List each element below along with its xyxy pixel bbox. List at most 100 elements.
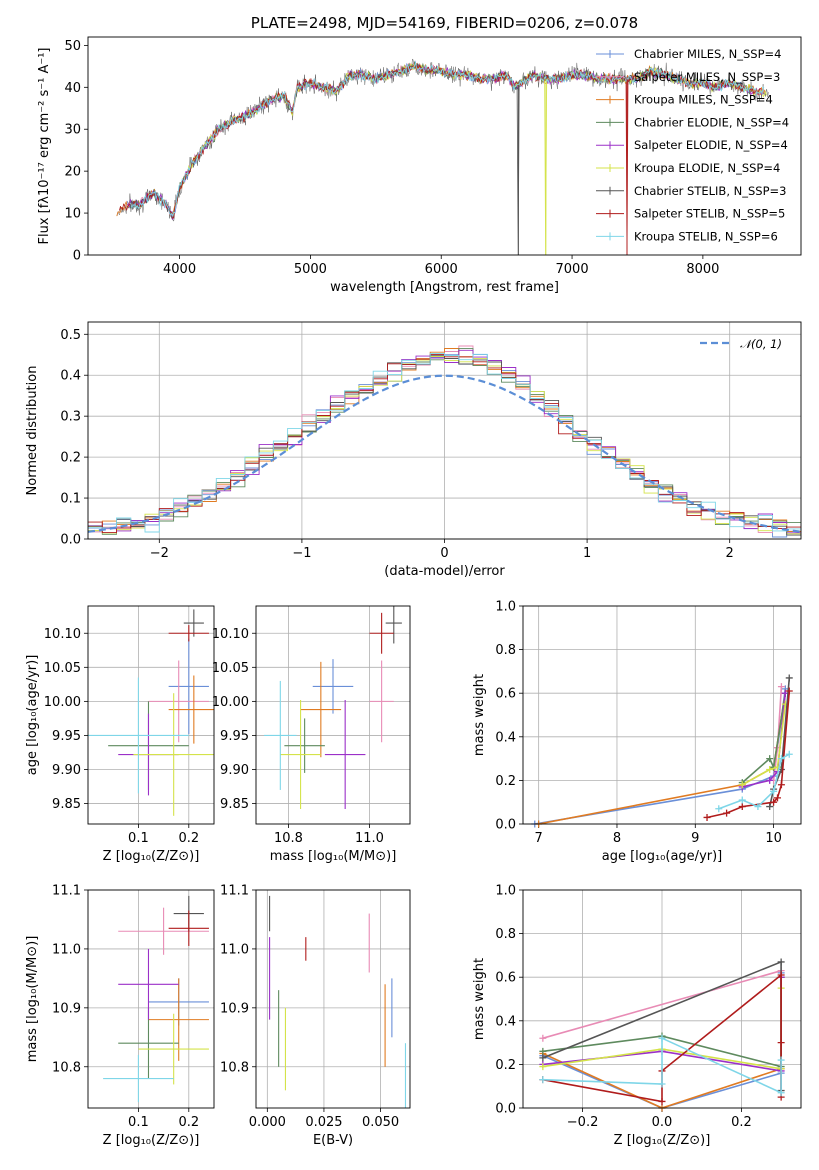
residual-hist-xlabel: (data-model)/error bbox=[384, 564, 505, 579]
age-vs-mass-xtick-label: 10.8 bbox=[274, 831, 303, 846]
age-vs-Z-grid bbox=[88, 606, 214, 824]
legend-label: Kroupa ELODIE, N_SSP=4 bbox=[634, 161, 780, 175]
spectrum-ylabel: Flux [fλ10⁻¹⁷ erg cm⁻² s⁻¹ A⁻¹] bbox=[37, 48, 52, 245]
age-vs-mass-ytick-label: 10.10 bbox=[212, 627, 249, 642]
mass-weight-marker bbox=[539, 1054, 547, 1062]
age-vs-Z-ytick-label: 9.85 bbox=[52, 797, 81, 812]
age-vs-Z-ytick-label: 9.90 bbox=[52, 763, 81, 778]
legend-label: Kroupa STELIB, N_SSP=6 bbox=[634, 229, 778, 243]
mass-weight-marker bbox=[777, 971, 785, 979]
mass-weight-vs-age-ytick-label: 0.0 bbox=[495, 818, 516, 833]
mass-vs-Z-xtick-label: 0.1 bbox=[128, 1115, 149, 1130]
mass-vs-EBV-xtick-label: 0.000 bbox=[249, 1115, 286, 1130]
legend-label: Salpeter STELIB, N_SSP=5 bbox=[634, 207, 785, 221]
mass-weight-marker bbox=[738, 796, 746, 804]
spectrum-ytick-label: 10 bbox=[64, 207, 81, 222]
residual-hist-ytick-label: 0.5 bbox=[60, 328, 81, 343]
mass-weight-marker bbox=[738, 781, 746, 789]
residual-hist-xtick-label: 0 bbox=[440, 546, 448, 561]
residual-histogram-step bbox=[88, 348, 801, 532]
age-vs-Z-ytick-label: 10.00 bbox=[44, 695, 81, 710]
mass-vs-Z-ytick-label: 11.1 bbox=[52, 884, 81, 899]
gaussian-reference-line bbox=[88, 374, 801, 533]
residual-histogram-step bbox=[88, 353, 801, 533]
age-vs-mass-xtick-label: 11.0 bbox=[355, 831, 384, 846]
residual-histogram-step bbox=[88, 345, 801, 533]
spectrum-xtick-label: 4000 bbox=[163, 262, 196, 277]
residual-hist-ytick-label: 0.3 bbox=[60, 410, 81, 425]
mass-weight-marker bbox=[770, 787, 778, 795]
age-vs-mass-ytick-label: 10.00 bbox=[212, 695, 249, 710]
residual-hist-ylabel: Normed distribution bbox=[25, 366, 40, 496]
residual-hist-xtick-label: 1 bbox=[583, 546, 591, 561]
spectrum-title: PLATE=2498, MJD=54169, FIBERID=0206, z=0… bbox=[251, 14, 638, 32]
mass-weight-marker bbox=[754, 803, 762, 811]
mass-weight-marker bbox=[777, 1089, 785, 1097]
mass-weight-marker bbox=[777, 781, 785, 789]
age-vs-Z-ytick-label: 10.05 bbox=[44, 661, 81, 676]
mass-weight-vs-age-xtick-label: 10 bbox=[765, 831, 782, 846]
spectrum-xtick-label: 5000 bbox=[294, 262, 327, 277]
mass-weight-vs-Z-ytick-label: 1.0 bbox=[495, 884, 516, 899]
residual-hist-ytick-label: 0.0 bbox=[60, 533, 81, 548]
legend-label: Salpeter ELODIE, N_SSP=4 bbox=[634, 138, 788, 152]
mass-weight-marker bbox=[777, 1039, 785, 1047]
mass-weight-marker bbox=[658, 1097, 666, 1105]
mass-weight-marker bbox=[539, 1034, 547, 1042]
mass-weight-marker bbox=[785, 687, 793, 695]
mass-weight-vs-age-xlabel: age [log₁₀(age/yr)] bbox=[602, 849, 723, 864]
residual-hist-xtick-label: 2 bbox=[726, 546, 734, 561]
mass-vs-Z-ylabel: mass [log₁₀(M/M⊙)] bbox=[25, 936, 40, 1063]
mass-weight-vs-Z-ytick-label: 0.0 bbox=[495, 1102, 516, 1117]
mass-weight-marker bbox=[539, 1063, 547, 1071]
age-vs-mass-ytick-label: 9.95 bbox=[220, 729, 249, 744]
mass-weight-vs-age-xtick-label: 8 bbox=[613, 831, 621, 846]
age-vs-Z-ytick-label: 10.10 bbox=[44, 627, 81, 642]
mass-weight-vs-Z-xtick-label: −0.2 bbox=[567, 1115, 599, 1130]
mass-vs-Z-frame bbox=[87, 889, 215, 1109]
mass-weight-marker bbox=[766, 803, 774, 811]
mass-weight-marker bbox=[723, 809, 731, 817]
mass-weight-marker bbox=[777, 755, 785, 763]
mass-weight-vs-age-grid bbox=[523, 605, 801, 825]
residual-hist-xtick-label: −1 bbox=[292, 546, 311, 561]
mass-weight-marker bbox=[658, 1080, 666, 1088]
mass-weight-series-line bbox=[718, 753, 790, 810]
mass-vs-EBV-xtick-label: 0.025 bbox=[305, 1115, 342, 1130]
spectrum-ytick-label: 30 bbox=[64, 123, 81, 138]
mass-weight-marker bbox=[774, 794, 782, 802]
age-vs-mass-grid bbox=[256, 606, 410, 824]
mass-weight-series-line bbox=[538, 693, 787, 824]
age-vs-mass-frame bbox=[255, 605, 411, 825]
mass-weight-marker bbox=[539, 1076, 547, 1084]
mass-weight-series-line bbox=[741, 693, 787, 784]
residual-hist-frame bbox=[87, 321, 802, 540]
mass-weight-vs-age-ytick-label: 0.6 bbox=[495, 687, 516, 702]
legend-label: Salpeter MILES, N_SSP=3 bbox=[634, 70, 780, 84]
mass-weight-marker bbox=[658, 1034, 666, 1042]
mass-vs-Z-ytick-label: 10.9 bbox=[52, 1001, 81, 1016]
mass-weight-marker bbox=[770, 798, 778, 806]
spectrum-ytick-label: 0 bbox=[73, 249, 81, 264]
mass-weight-vs-age-ytick-label: 0.2 bbox=[495, 774, 516, 789]
mass-weight-vs-Z-frame bbox=[522, 889, 802, 1109]
mass-weight-marker bbox=[777, 683, 785, 691]
spectrum-xtick-label: 6000 bbox=[425, 262, 458, 277]
mass-weight-marker bbox=[703, 813, 711, 821]
age-vs-Z-xtick-label: 0.2 bbox=[178, 831, 199, 846]
age-vs-mass-ytick-label: 9.85 bbox=[220, 797, 249, 812]
mass-vs-EBV-ytick-label: 10.8 bbox=[220, 1060, 249, 1075]
mass-weight-marker bbox=[738, 803, 746, 811]
age-vs-mass-ytick-label: 9.90 bbox=[220, 763, 249, 778]
mass-vs-EBV-ytick-label: 11.1 bbox=[220, 884, 249, 899]
model-spectrum-line bbox=[129, 61, 765, 218]
mass-weight-marker bbox=[777, 1056, 785, 1064]
mass-weight-marker bbox=[766, 766, 774, 773]
mass-weight-vs-age-ylabel: mass weight bbox=[472, 674, 487, 756]
age-vs-Z-xlabel: Z [log₁₀(Z/Z⊙)] bbox=[103, 849, 200, 864]
spectrum-xlabel: wavelength [Angstrom, rest frame] bbox=[330, 280, 559, 295]
mass-weight-vs-age-ytick-label: 1.0 bbox=[495, 600, 516, 615]
age-vs-mass-xlabel: mass [log₁₀(M/M⊙)] bbox=[270, 849, 397, 864]
mass-weight-marker bbox=[766, 776, 774, 784]
